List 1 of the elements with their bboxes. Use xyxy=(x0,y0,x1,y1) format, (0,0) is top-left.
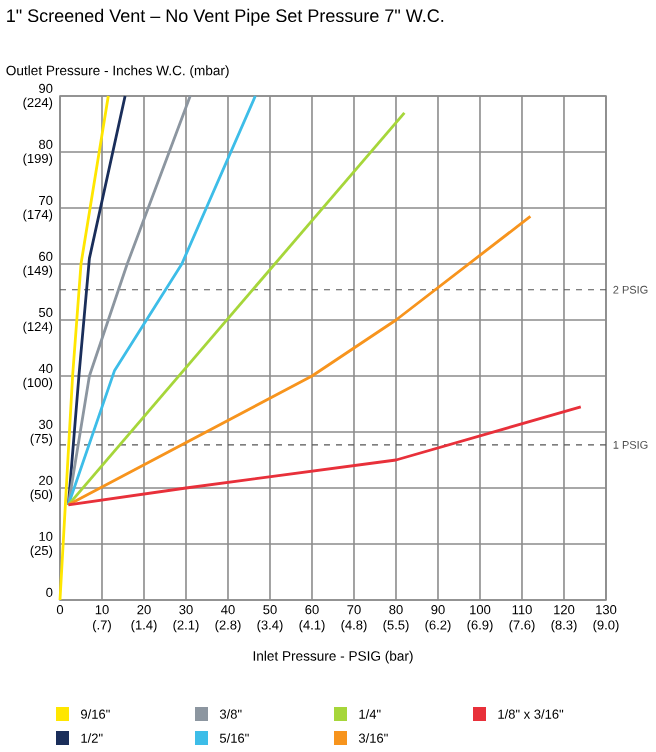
chart-title: 1" Screened Vent – No Vent Pipe Set Pressure 7" W.C. xyxy=(7,8,444,26)
